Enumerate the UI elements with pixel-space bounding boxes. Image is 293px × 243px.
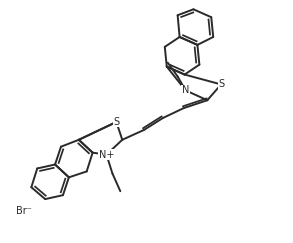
Text: S: S bbox=[113, 117, 120, 127]
Text: N+: N+ bbox=[99, 150, 114, 160]
Text: Br⁻: Br⁻ bbox=[16, 206, 31, 216]
Text: N: N bbox=[182, 85, 189, 95]
Text: S: S bbox=[218, 79, 224, 89]
